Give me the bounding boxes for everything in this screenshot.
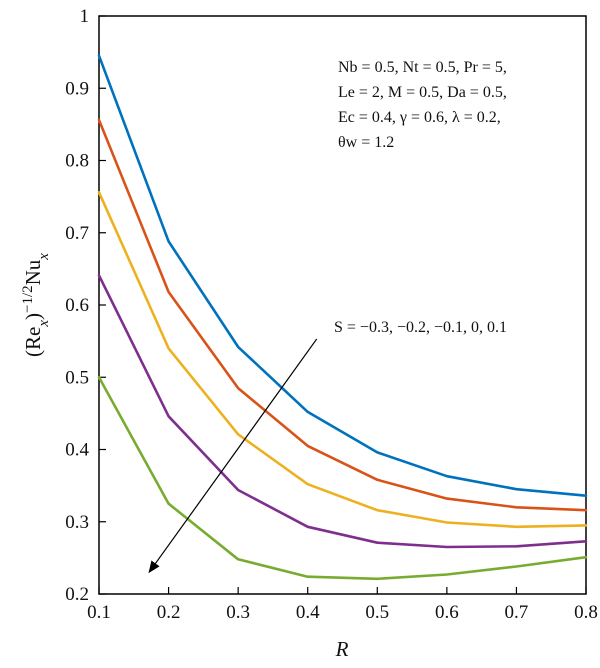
y-tick-label: 1 <box>80 6 90 27</box>
y-title-close: ) <box>21 313 45 320</box>
trend-arrow <box>148 338 318 574</box>
series-line-5 <box>97 375 588 581</box>
series-line-2 <box>97 118 588 512</box>
series-line-3 <box>97 191 588 529</box>
series-line-4 <box>97 274 588 549</box>
params-line-3: Ec = 0.4, γ = 0.6, λ = 0.2, <box>338 109 501 126</box>
y-tick-label: 0.6 <box>65 295 89 316</box>
y-tick-label: 0.2 <box>65 584 89 605</box>
x-axis-ticks: 0.1 0.2 0.3 0.4 0.5 0.6 0.7 0.8 <box>87 587 598 623</box>
y-title-sub2: x <box>36 253 52 261</box>
x-tick-label: 0.3 <box>226 602 250 623</box>
x-axis-title: R <box>335 637 349 661</box>
x-tick-label: 0.7 <box>505 602 529 623</box>
arrow-label: S = −0.3, −0.2, −0.1, 0, 0.1 <box>334 319 507 336</box>
x-tick-label: 0.8 <box>574 602 598 623</box>
y-axis-ticks: 0.2 0.3 0.4 0.5 0.6 0.7 0.8 0.9 1 <box>65 6 106 605</box>
y-axis-title: (Rex)−1/2Nux <box>20 253 52 357</box>
params-line-1: Nb = 0.5, Nt = 0.5, Pr = 5, <box>338 59 507 76</box>
y-title-nu: Nu <box>21 259 45 285</box>
params-line-4: θw = 1.2 <box>338 134 394 151</box>
y-title-base: (Re <box>21 327 45 357</box>
y-title-sup: −1/2 <box>20 285 36 313</box>
x-tick-label: 0.6 <box>435 602 459 623</box>
series-lines <box>97 54 588 581</box>
y-title-sub1: x <box>36 320 52 328</box>
series-line-1 <box>97 54 588 498</box>
y-tick-label: 0.3 <box>65 512 89 533</box>
x-tick-label: 0.2 <box>157 602 181 623</box>
y-tick-label: 0.8 <box>65 151 89 172</box>
x-tick-label: 0.1 <box>87 602 111 623</box>
y-tick-label: 0.5 <box>65 367 89 388</box>
y-tick-label: 0.4 <box>65 440 89 461</box>
y-tick-label: 0.9 <box>65 78 89 99</box>
params-line-2: Le = 2, M = 0.5, Da = 0.5, <box>338 84 507 101</box>
y-tick-label: 0.7 <box>65 223 89 244</box>
x-tick-label: 0.5 <box>365 602 389 623</box>
x-tick-label: 0.4 <box>296 602 320 623</box>
